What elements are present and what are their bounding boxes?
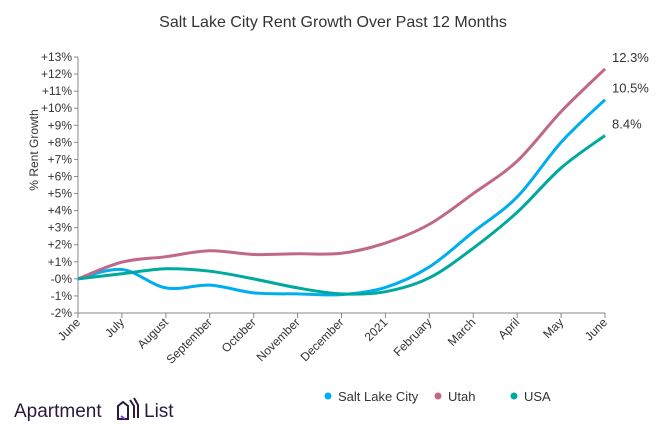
y-tick-label: -1% [51, 289, 73, 303]
y-tick-label: +11% [42, 84, 72, 98]
logo-icon [117, 397, 139, 420]
legend-item-label: Salt Lake City [338, 389, 419, 404]
y-tick-label: +6% [48, 169, 73, 183]
y-tick-label: +10% [41, 101, 72, 115]
x-tick-label: November [254, 315, 303, 364]
x-tick-label: April [495, 315, 522, 342]
x-tick-label: March [445, 315, 478, 348]
x-tick-label: February [391, 315, 435, 359]
x-tick-label: July [102, 315, 127, 340]
x-tick-label: August [135, 315, 172, 352]
y-tick-label: +2% [48, 238, 73, 252]
x-tick-label: September [163, 315, 214, 366]
x-tick-label: 2021 [362, 315, 391, 344]
x-tick-label: May [540, 315, 566, 341]
y-tick-label: +8% [48, 135, 73, 149]
y-tick-label: +7% [48, 152, 73, 166]
chart-title: Salt Lake City Rent Growth Over Past 12 … [159, 14, 507, 31]
y-tick-label: +12% [41, 67, 72, 81]
y-tick-label: +13% [41, 50, 72, 64]
end-value-label: 8.4% [612, 117, 642, 132]
logo-text-left: Apartment [14, 401, 102, 422]
y-tick-label: +5% [48, 187, 73, 201]
x-tick-label: June [582, 315, 611, 344]
y-tick-label: +9% [48, 118, 73, 132]
legend-item-label: Utah [448, 389, 475, 404]
y-tick-label: +1% [48, 255, 73, 269]
logo-text-right: List [144, 401, 174, 422]
end-value-label: 12.3% [612, 50, 649, 65]
y-tick-label: -0% [51, 272, 73, 286]
y-axis-label: % Rent Growth [27, 109, 41, 190]
legend-item-label: USA [524, 389, 551, 404]
x-tick-label: December [298, 315, 347, 364]
x-tick-label: October [219, 315, 259, 355]
series-line-utah [77, 67, 607, 281]
apartment-list-logo: Apartment List [14, 397, 174, 422]
y-tick-label: -2% [51, 306, 73, 320]
legend-marker [434, 392, 442, 400]
y-tick-label: +3% [48, 221, 73, 235]
end-value-label: 10.5% [612, 81, 649, 96]
series-line-salt-lake-city [77, 98, 607, 297]
y-tick-label: +4% [48, 204, 73, 218]
legend-marker [324, 392, 332, 400]
legend-marker [510, 392, 518, 400]
series-line-usa [77, 134, 606, 296]
